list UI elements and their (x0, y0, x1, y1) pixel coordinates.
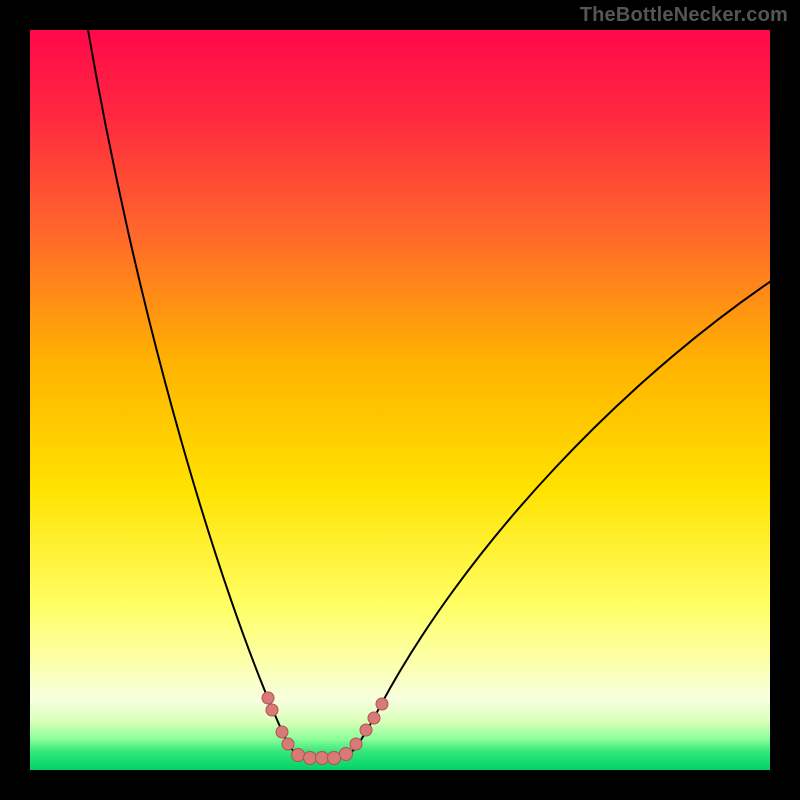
marker-dot (266, 704, 278, 716)
chart-frame: TheBottleNecker.com (0, 0, 800, 800)
marker-dot (350, 738, 362, 750)
marker-dot (328, 752, 341, 765)
marker-dot (360, 724, 372, 736)
watermark-text: TheBottleNecker.com (580, 4, 788, 27)
bottleneck-chart (0, 0, 800, 800)
marker-dot (376, 698, 388, 710)
marker-dot (304, 752, 317, 765)
plot-background (30, 30, 770, 770)
marker-dot (262, 692, 274, 704)
marker-dot (316, 752, 329, 765)
marker-dot (368, 712, 380, 724)
marker-dot (276, 726, 288, 738)
marker-dot (292, 749, 305, 762)
marker-dot (282, 738, 294, 750)
marker-dot (340, 748, 353, 761)
